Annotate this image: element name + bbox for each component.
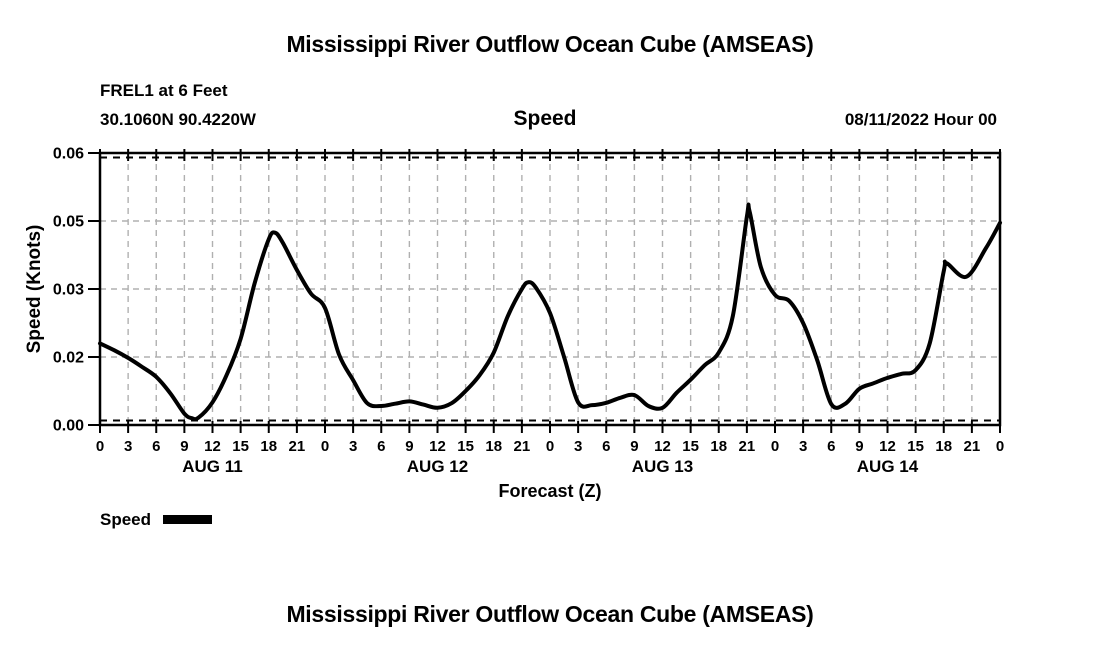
x-tick-label: 18	[710, 438, 727, 455]
x-tick-label: 0	[546, 438, 554, 455]
date-label: AUG 13	[632, 457, 693, 476]
x-tick-label: 6	[827, 438, 835, 455]
x-tick-label: 15	[907, 438, 924, 455]
axis-ticks	[88, 149, 1001, 433]
x-tick-label: 12	[204, 438, 221, 455]
x-tick-label: 12	[654, 438, 671, 455]
coordinates-label: 30.1060N 90.4220W	[100, 110, 257, 129]
y-axis-label: Speed (Knots)	[24, 225, 45, 354]
x-tick-label: 21	[739, 438, 756, 455]
legend-line-sample	[163, 515, 212, 524]
x-tick-label: 18	[485, 438, 502, 455]
date-label: AUG 14	[857, 457, 919, 476]
x-tick-label: 18	[935, 438, 952, 455]
x-tick-label: 3	[574, 438, 582, 455]
bottom-title: Mississippi River Outflow Ocean Cube (AM…	[286, 601, 813, 627]
x-tick-label: 3	[124, 438, 132, 455]
x-tick-label: 9	[180, 438, 188, 455]
x-tick-label: 18	[260, 438, 277, 455]
x-tick-label: 15	[457, 438, 474, 455]
x-tick-labels: 0 3 6 9 12 15 18 21 0 3 6 9 12 15 18 21 0 3 6 9 12 15 18 21 0 3 6 9…	[96, 438, 1004, 455]
top-title: Mississippi River Outflow Ocean Cube (AM…	[286, 31, 813, 57]
x-axis-title: Forecast (Z)	[498, 481, 601, 501]
x-tick-label: 9	[630, 438, 638, 455]
y-tick-label: 0.03	[53, 282, 84, 299]
legend-label: Speed	[100, 510, 151, 529]
x-tick-label: 15	[682, 438, 699, 455]
x-tick-label: 15	[232, 438, 249, 455]
x-tick-label: 3	[799, 438, 807, 455]
x-tick-label: 0	[996, 438, 1004, 455]
x-tick-label: 6	[377, 438, 385, 455]
y-tick-label: 0.05	[53, 214, 84, 231]
x-tick-label: 0	[771, 438, 779, 455]
date-label: AUG 12	[407, 457, 468, 476]
x-tick-label: 12	[429, 438, 446, 455]
x-tick-label: 21	[514, 438, 531, 455]
y-tick-label: 0.00	[53, 418, 84, 435]
run-label: 08/11/2022 Hour 00	[845, 110, 997, 129]
x-tick-label: 12	[879, 438, 896, 455]
x-tick-label: 21	[964, 438, 981, 455]
gridlines	[100, 153, 1000, 425]
x-tick-label: 9	[405, 438, 413, 455]
y-tick-labels: 0.00 0.02 0.03 0.05 0.06	[53, 146, 84, 435]
date-labels: AUG 11 AUG 12 AUG 13 AUG 14	[182, 457, 918, 476]
date-label: AUG 11	[182, 457, 242, 476]
panel-title: Speed	[513, 107, 576, 130]
station-label: FREL1 at 6 Feet	[100, 81, 228, 100]
x-tick-label: 0	[321, 438, 329, 455]
x-tick-label: 6	[602, 438, 610, 455]
speed-curve	[98, 202, 1002, 422]
y-tick-label: 0.06	[53, 146, 84, 163]
y-tick-label: 0.02	[53, 350, 84, 367]
x-tick-label: 21	[289, 438, 306, 455]
x-tick-label: 6	[152, 438, 160, 455]
x-tick-label: 3	[349, 438, 357, 455]
x-tick-label: 9	[855, 438, 863, 455]
x-tick-label: 0	[96, 438, 104, 455]
boundary-gridlines	[100, 156, 1000, 422]
